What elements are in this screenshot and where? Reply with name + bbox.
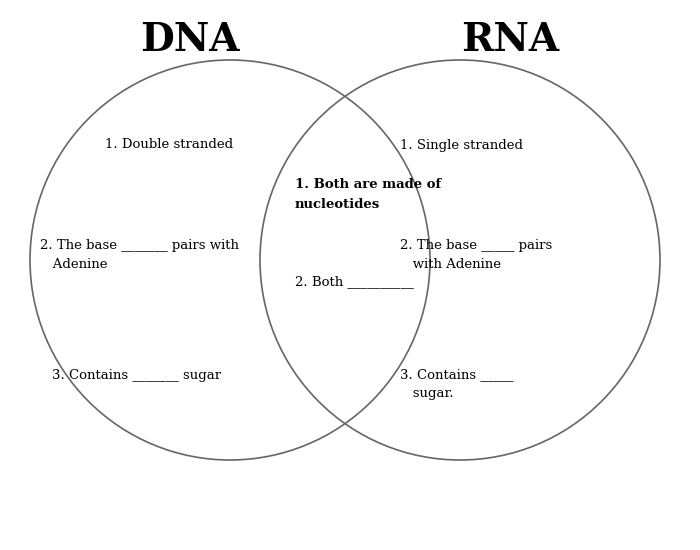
Text: 2. Both __________: 2. Both __________ <box>295 276 414 289</box>
Text: 1. Single stranded: 1. Single stranded <box>400 139 523 151</box>
Text: sugar.: sugar. <box>400 388 454 400</box>
Text: Adenine: Adenine <box>40 257 108 271</box>
Text: 1. Both are made of: 1. Both are made of <box>295 179 441 191</box>
Text: 1. Double stranded: 1. Double stranded <box>105 139 233 151</box>
Text: 2. The base _______ pairs with: 2. The base _______ pairs with <box>40 239 239 251</box>
Text: 3. Contains _______ sugar: 3. Contains _______ sugar <box>52 368 221 382</box>
Text: 3. Contains _____: 3. Contains _____ <box>400 368 514 382</box>
Text: DNA: DNA <box>140 21 239 59</box>
Text: nucleotides: nucleotides <box>295 197 380 211</box>
Text: 2. The base _____ pairs: 2. The base _____ pairs <box>400 239 552 251</box>
Text: RNA: RNA <box>461 21 559 59</box>
Text: with Adenine: with Adenine <box>400 257 501 271</box>
